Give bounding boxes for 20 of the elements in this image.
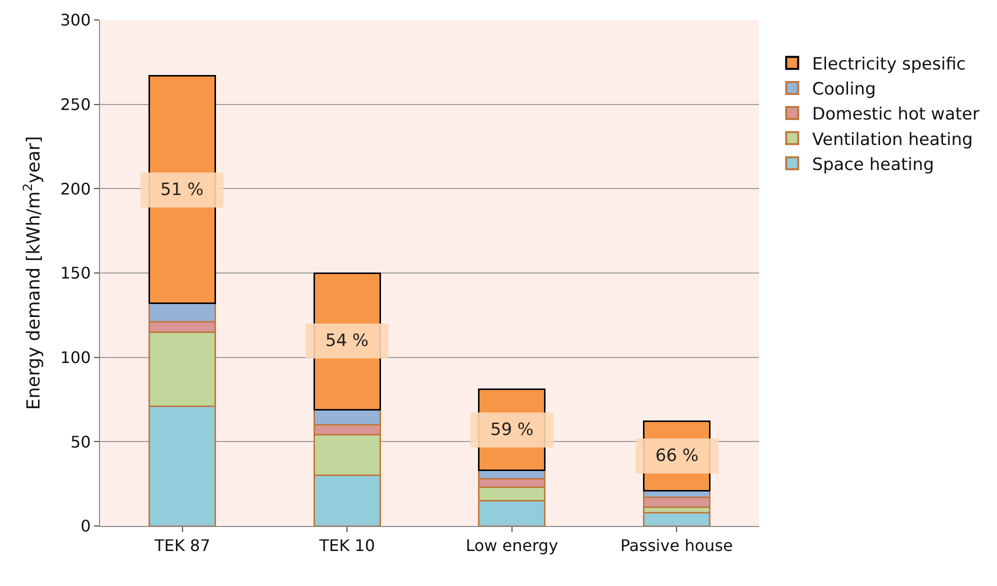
legend-label: Ventilation heating [812, 130, 973, 150]
x-tick-label: Passive house [620, 536, 733, 556]
x-tick-label: Low energy [466, 536, 558, 556]
y-tick-label: 300 [60, 10, 91, 30]
annotation: 59 % [490, 420, 534, 440]
legend-label: Space heating [812, 154, 934, 175]
y-tick-label: 250 [60, 94, 91, 114]
y-tick-label: 50 [70, 432, 91, 452]
legend-label: Domestic hot water [812, 104, 980, 125]
annotation: 51 % [160, 180, 204, 200]
x-tick-label: TEK 10 [318, 536, 376, 556]
y-tick-label: 0 [80, 516, 91, 536]
x-tick-label: TEK 87 [153, 536, 210, 556]
legend-label: Cooling [812, 80, 876, 100]
annotation: 66 % [655, 446, 699, 466]
legend-label: Electricity spesific [812, 54, 966, 74]
annotation: 54 % [325, 331, 369, 351]
y-tick-label: 150 [60, 264, 91, 283]
y-tick-label: 200 [60, 179, 91, 198]
y-tick-label: 100 [60, 348, 91, 367]
